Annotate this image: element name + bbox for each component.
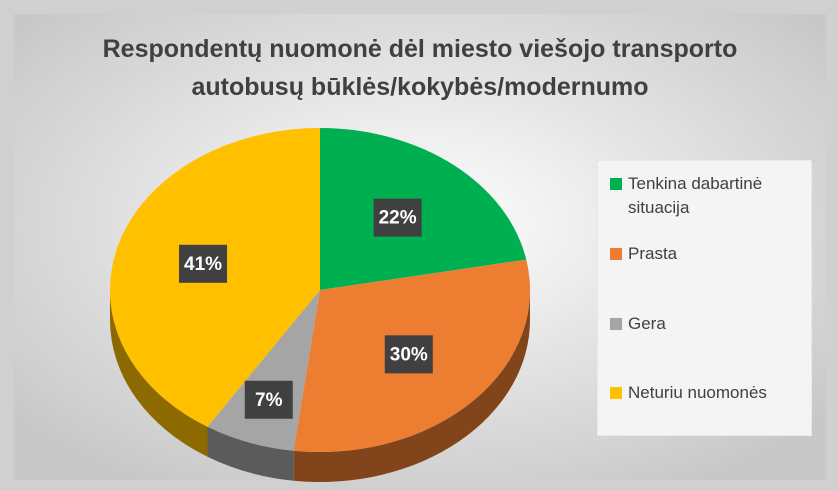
slice: [320, 128, 527, 290]
legend-label: Neturiu nuomonės: [628, 383, 767, 402]
data-label-box: [179, 244, 228, 283]
data-label: 7%: [255, 390, 283, 411]
legend-label: Gera: [628, 314, 666, 333]
legend: Tenkina dabartinė situacija Prasta Gera Net…: [597, 160, 812, 436]
legend-label: Tenkina dabartinė situacija: [628, 174, 763, 217]
slice-side: [110, 290, 208, 457]
data-label-box: [373, 198, 422, 237]
pie: 22% 30% 7% 41%: [110, 128, 530, 482]
data-label: 22%: [379, 208, 417, 229]
chart-title: Respondentų nuomonė dėl miesto viešojo t…: [102, 35, 738, 101]
legend-label: Prasta: [628, 244, 678, 263]
data-label: 30%: [390, 344, 428, 365]
slice-side: [207, 426, 294, 481]
slice-side: [293, 290, 530, 482]
legend-item: Tenkina dabartinė situacija: [610, 172, 805, 220]
legend-swatch: [610, 318, 622, 330]
legend-swatch: [610, 387, 622, 399]
legend-swatch: [610, 248, 622, 260]
data-label-box: [384, 335, 433, 374]
legend-swatch: [610, 178, 622, 190]
legend-item: Gera: [610, 312, 805, 336]
data-label-box: [244, 380, 293, 419]
legend-item: Neturiu nuomonės: [610, 381, 805, 405]
data-label: 41%: [184, 254, 222, 275]
legend-item: Prasta: [610, 242, 805, 266]
